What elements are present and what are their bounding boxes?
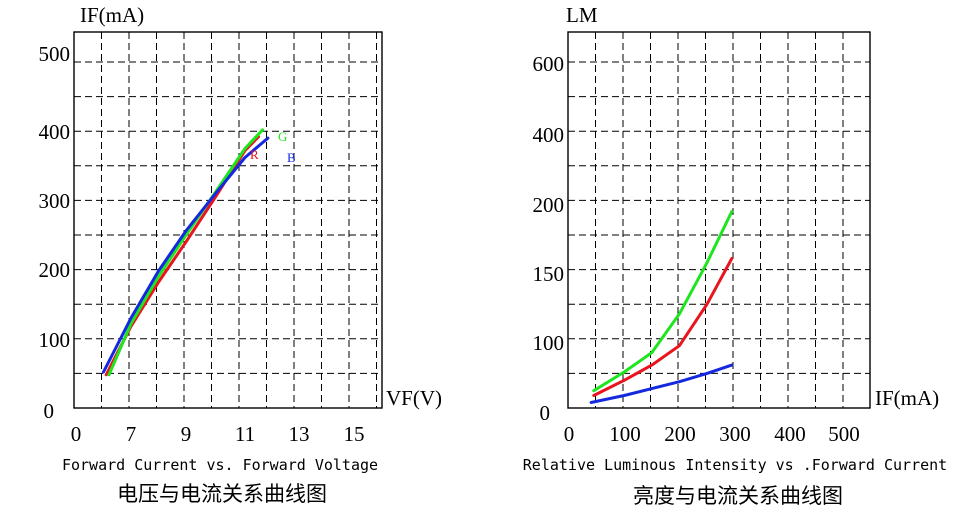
right-series-line-2 [589, 363, 734, 404]
series-label-r: R [250, 147, 259, 162]
y-tick-right-1: 100 [533, 331, 565, 355]
caption-cn-left: 电压与电流关系曲线图 [117, 482, 327, 506]
x-tick-right-2: 200 [664, 422, 696, 446]
left-series-line-1 [107, 128, 265, 377]
x-tick-left-3: 11 [235, 422, 255, 446]
grid-left [74, 32, 382, 408]
y-tick-left-5: 500 [39, 42, 71, 66]
y-axis-title-right: LM [566, 3, 598, 27]
y-tick-left-0: 0 [44, 399, 55, 423]
x-tick-left-2: 9 [181, 422, 192, 446]
y-tick-right-2: 150 [533, 262, 565, 286]
caption-right: Relative Luminous Intensity vs .Forward … [523, 456, 947, 474]
x-tick-left-5: 15 [344, 422, 365, 446]
grid-right [568, 32, 870, 408]
x-tick-right-0: 0 [564, 422, 575, 446]
x-axis-title-right: IF(mA) [875, 386, 939, 410]
x-tick-right-4: 400 [774, 422, 806, 446]
x-axis-title-left: VF(V) [386, 386, 442, 410]
y-tick-right-3: 200 [533, 193, 565, 217]
chart-luminous-intensity: LM IF(mA) 0 100 150 200 400 600 0 100 20… [523, 3, 947, 508]
x-tick-left-0: 0 [71, 422, 82, 446]
y-tick-left-3: 300 [39, 189, 71, 213]
right-series-line-0 [592, 210, 734, 393]
y-tick-left-1: 100 [39, 328, 71, 352]
right-series-line-1 [592, 257, 734, 397]
series-label-g: G [278, 129, 287, 144]
y-tick-right-5: 600 [533, 52, 565, 76]
y-tick-left-2: 200 [39, 258, 71, 282]
x-tick-left-1: 7 [126, 422, 137, 446]
x-tick-right-1: 100 [609, 422, 641, 446]
series-group-right [589, 210, 734, 404]
y-tick-left-4: 400 [39, 120, 71, 144]
x-tick-right-3: 300 [719, 422, 751, 446]
y-axis-title-left: IF(mA) [80, 3, 144, 27]
caption-cn-right: 亮度与电流关系曲线图 [633, 484, 843, 508]
left-series-line-2 [102, 136, 270, 374]
y-tick-right-0: 0 [540, 401, 551, 425]
x-tick-right-5: 500 [828, 422, 860, 446]
caption-left: Forward Current vs. Forward Voltage [62, 456, 378, 474]
y-tick-right-4: 400 [533, 123, 565, 147]
series-label-b: B [287, 150, 296, 165]
plot-frame-right [567, 31, 871, 409]
plot-frame-left [73, 31, 383, 409]
chart-forward-voltage: IF(mA) VF(V) 0 100 200 300 400 500 0 7 9… [39, 3, 443, 506]
x-tick-left-4: 13 [289, 422, 310, 446]
series-group-left [102, 128, 270, 377]
